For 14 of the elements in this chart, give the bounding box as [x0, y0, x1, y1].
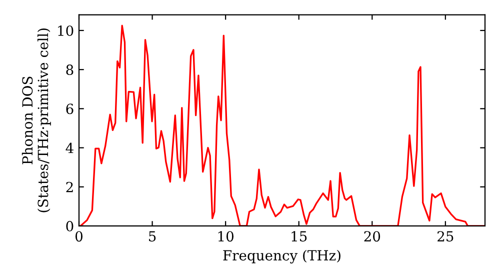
x-tick-label: 10 [218, 231, 234, 242]
y-tick-label: 6 [66, 104, 74, 114]
x-axis-title: Frequency (THz) [223, 250, 340, 264]
x-tick-label: 5 [149, 231, 156, 242]
x-tick-label: 20 [364, 231, 380, 242]
y-axis-title: Phonon DOS (States/THz·primitive cell) [22, 28, 51, 212]
x-tick-label: 15 [292, 231, 307, 242]
y-tick-label: 2 [66, 182, 73, 192]
y-tick-label: 8 [66, 64, 74, 76]
y-tick-label: 0 [66, 220, 74, 232]
x-tick-label: 0 [75, 231, 82, 242]
y-tick-label: 4 [66, 142, 74, 154]
y-tick-label: 10 [58, 25, 74, 36]
x-tick-label: 25 [438, 231, 454, 242]
